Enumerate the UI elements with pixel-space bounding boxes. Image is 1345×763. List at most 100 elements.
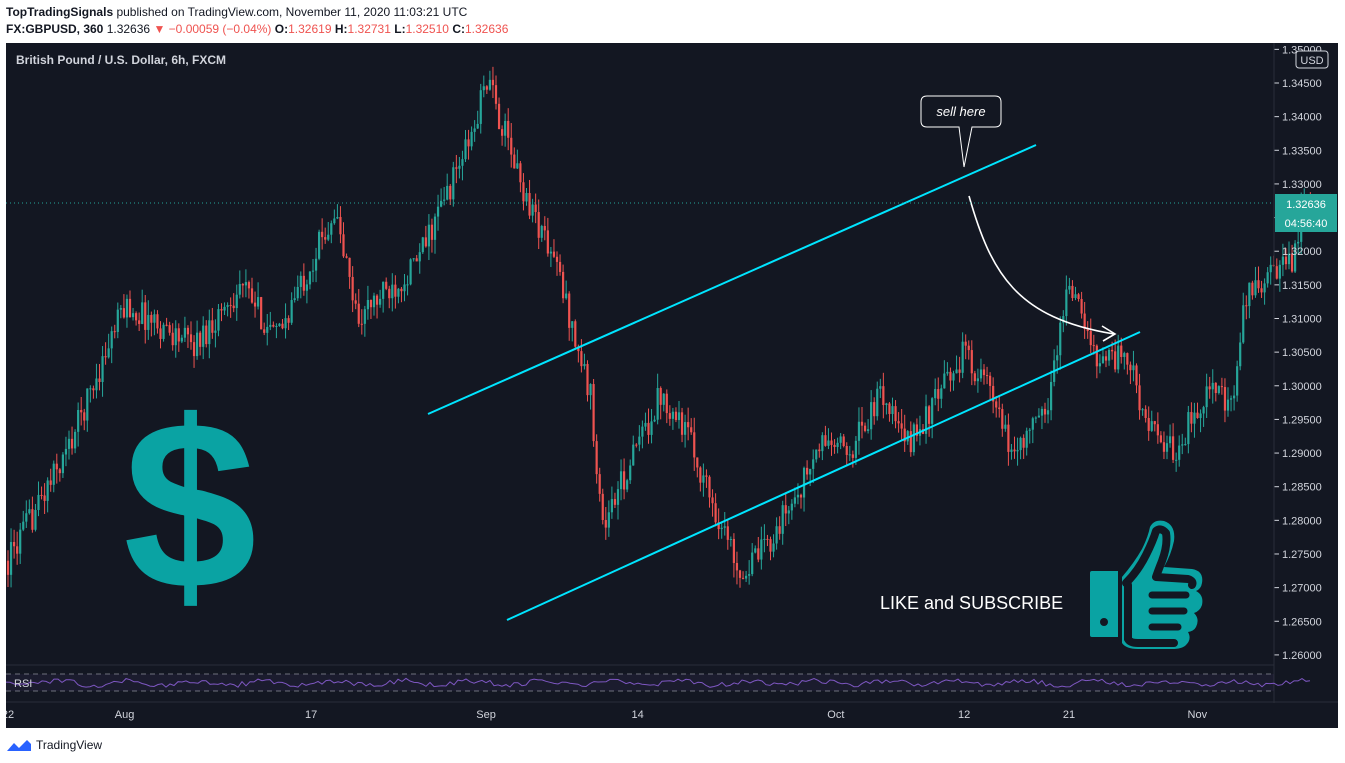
candle-body <box>1028 429 1031 431</box>
candle-body <box>19 529 22 554</box>
candle-body <box>49 480 52 485</box>
candle-body <box>1095 345 1098 367</box>
candle-body <box>915 424 918 436</box>
time-tick-label: Oct <box>827 709 844 721</box>
candle-body <box>888 403 891 415</box>
candle-body <box>330 223 333 235</box>
candle-body <box>787 510 790 514</box>
time-tick-label: Aug <box>115 709 135 721</box>
candle-body <box>900 423 903 429</box>
candle-body <box>699 467 702 483</box>
candle-body <box>67 438 71 449</box>
candle-body <box>1251 282 1254 296</box>
chart-frame[interactable]: 1.350001.345001.340001.335001.330001.325… <box>2 43 1338 728</box>
candle-body <box>6 560 10 575</box>
candle-body <box>979 369 983 379</box>
candle-body <box>1263 283 1266 293</box>
candle-body <box>1294 243 1297 272</box>
candle-body <box>1266 272 1269 284</box>
candle-body <box>1168 436 1172 444</box>
candle-body <box>369 299 373 308</box>
candle-body <box>260 297 263 330</box>
projection-arrow[interactable] <box>968 195 1115 335</box>
channel-upper-line[interactable] <box>427 144 1037 415</box>
candle-body <box>1260 288 1263 293</box>
candle-body <box>885 403 888 406</box>
candle-body <box>153 314 156 323</box>
candle-body <box>205 325 208 345</box>
candle-body <box>171 332 174 346</box>
candle-body <box>760 539 763 560</box>
candle-body <box>1239 342 1242 367</box>
candle-body <box>714 503 717 523</box>
high-value: 1.32731 <box>347 22 391 36</box>
candle-body <box>95 378 98 391</box>
candle-body <box>671 411 674 419</box>
candle-body <box>525 193 528 202</box>
price-change: −0.00059 (−0.04%) <box>168 22 272 36</box>
candle-body <box>928 406 931 424</box>
published-text: published on TradingView.com, November 1… <box>113 5 468 19</box>
time-tick-label: 12 <box>958 709 970 721</box>
candle-body <box>946 371 949 374</box>
candle-body <box>781 505 784 534</box>
candle-body <box>345 256 348 258</box>
candle-body <box>970 350 973 374</box>
price-tick-label: 1.34000 <box>1282 112 1322 124</box>
candle-body <box>1010 449 1013 452</box>
candle-body <box>1229 398 1233 400</box>
candle-body <box>110 331 113 349</box>
candle-body <box>77 410 80 432</box>
candle-body <box>9 542 13 575</box>
candle-body <box>543 225 546 231</box>
candle-body <box>272 324 275 327</box>
candle-body <box>192 342 196 357</box>
candle-body <box>174 328 177 346</box>
low-value: 1.32510 <box>405 22 449 36</box>
candle-body <box>513 154 516 169</box>
price-tick-label: 1.31000 <box>1282 313 1322 325</box>
candle-body <box>229 305 232 307</box>
currency-badge[interactable] <box>1295 50 1329 69</box>
candle-body <box>1297 241 1300 244</box>
candle-body <box>406 284 409 286</box>
candle-body <box>1144 409 1147 418</box>
channel-lower-line[interactable] <box>506 331 1141 621</box>
candle-body <box>74 431 77 449</box>
candle-body <box>906 431 909 442</box>
candle-body <box>1016 450 1019 452</box>
candle-body <box>735 562 739 571</box>
candle-body <box>360 323 363 325</box>
candle-body <box>266 326 269 333</box>
candle-body <box>305 284 308 291</box>
candle-body <box>668 413 671 419</box>
candle-body <box>397 288 400 297</box>
tradingview-footer[interactable]: TradingView <box>6 736 102 754</box>
candle-body <box>302 275 305 291</box>
candle-body <box>324 237 327 240</box>
candle-body <box>702 475 705 483</box>
time-axis[interactable]: 22Aug17Sep14Oct1221Nov16Dec14 <box>2 709 1338 721</box>
candle-body <box>208 320 211 345</box>
candle-body <box>827 440 830 446</box>
candle-body <box>943 373 946 389</box>
candle-body <box>812 459 815 469</box>
chart-svg[interactable]: 1.350001.345001.340001.335001.330001.325… <box>2 43 1338 728</box>
candle-body <box>464 139 467 160</box>
sell-here-callout[interactable] <box>920 95 1002 168</box>
candle-body <box>982 369 986 376</box>
candle-body <box>162 324 165 339</box>
candle-body <box>1290 253 1294 272</box>
candle-body <box>989 375 992 386</box>
publish-info: TopTradingSignals published on TradingVi… <box>6 5 467 19</box>
publisher-name[interactable]: TopTradingSignals <box>6 5 114 19</box>
candle-body <box>1132 365 1135 371</box>
candle-body <box>763 538 766 540</box>
candle-body <box>1226 399 1230 411</box>
candle-body <box>1172 436 1175 460</box>
candle-body <box>598 474 601 494</box>
price-tick-label: 1.26000 <box>1282 650 1322 662</box>
candle-body <box>1101 356 1105 364</box>
candle-body <box>427 224 430 247</box>
candle-body <box>1117 345 1120 370</box>
